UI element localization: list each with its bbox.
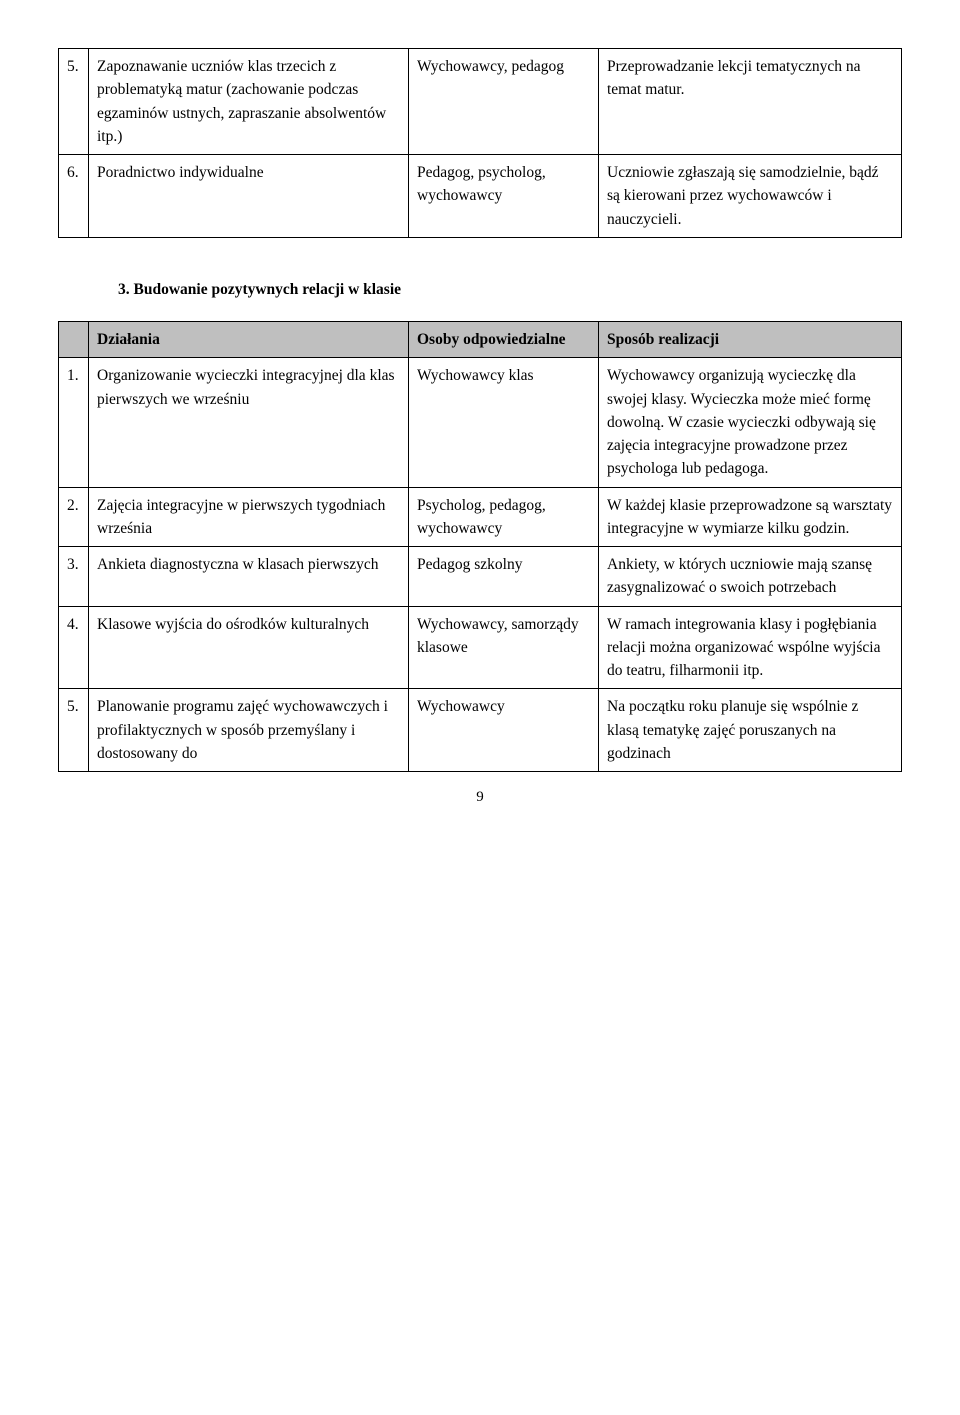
table-row: 5. Planowanie programu zajęć wychowawczy… bbox=[59, 689, 902, 772]
row-action: Ankieta diagnostyczna w klasach pierwszy… bbox=[89, 547, 409, 607]
row-responsible: Wychowawcy klas bbox=[409, 358, 599, 487]
row-responsible: Wychowawcy, pedagog bbox=[409, 49, 599, 155]
row-action: Zajęcia integracyjne w pierwszych tygodn… bbox=[89, 487, 409, 547]
row-realization: Przeprowadzanie lekcji tematycznych na t… bbox=[599, 49, 902, 155]
table1-body: 5. Zapoznawanie uczniów klas trzecich z … bbox=[59, 49, 902, 238]
table-row: 1. Organizowanie wycieczki integracyjnej… bbox=[59, 358, 902, 487]
row-number: 4. bbox=[59, 606, 89, 689]
row-action: Klasowe wyjścia do ośrodków kulturalnych bbox=[89, 606, 409, 689]
table-header-row: Działania Osoby odpowiedzialne Sposób re… bbox=[59, 322, 902, 358]
table-row: 2. Zajęcia integracyjne w pierwszych tyg… bbox=[59, 487, 902, 547]
table-continuation: 5. Zapoznawanie uczniów klas trzecich z … bbox=[58, 48, 902, 238]
row-number: 3. bbox=[59, 547, 89, 607]
row-number: 5. bbox=[59, 689, 89, 772]
row-realization: Wychowawcy organizują wycieczkę dla swoj… bbox=[599, 358, 902, 487]
row-responsible: Pedagog szkolny bbox=[409, 547, 599, 607]
row-responsible: Wychowawcy bbox=[409, 689, 599, 772]
header-action: Działania bbox=[89, 322, 409, 358]
row-number: 5. bbox=[59, 49, 89, 155]
row-realization: W każdej klasie przeprowadzone są warszt… bbox=[599, 487, 902, 547]
table-row: 3. Ankieta diagnostyczna w klasach pierw… bbox=[59, 547, 902, 607]
row-action: Organizowanie wycieczki integracyjnej dl… bbox=[89, 358, 409, 487]
row-action: Zapoznawanie uczniów klas trzecich z pro… bbox=[89, 49, 409, 155]
row-number: 1. bbox=[59, 358, 89, 487]
table-row: 6. Poradnictwo indywidualne Pedagog, psy… bbox=[59, 155, 902, 238]
row-realization: Ankiety, w których uczniowie mają szansę… bbox=[599, 547, 902, 607]
row-action: Planowanie programu zajęć wychowawczych … bbox=[89, 689, 409, 772]
table-section3: Działania Osoby odpowiedzialne Sposób re… bbox=[58, 321, 902, 772]
header-responsible: Osoby odpowiedzialne bbox=[409, 322, 599, 358]
row-number: 2. bbox=[59, 487, 89, 547]
row-realization: Uczniowie zgłaszają się samodzielnie, bą… bbox=[599, 155, 902, 238]
header-realization: Sposób realizacji bbox=[599, 322, 902, 358]
row-responsible: Wychowawcy, samorządy klasowe bbox=[409, 606, 599, 689]
row-realization: W ramach integrowania klasy i pogłębiani… bbox=[599, 606, 902, 689]
row-responsible: Pedagog, psycholog, wychowawcy bbox=[409, 155, 599, 238]
row-responsible: Psycholog, pedagog, wychowawcy bbox=[409, 487, 599, 547]
row-realization: Na początku roku planuje się wspólnie z … bbox=[599, 689, 902, 772]
page-number: 9 bbox=[58, 786, 902, 809]
section-heading: 3. Budowanie pozytywnych relacji w klasi… bbox=[58, 278, 902, 301]
table-row: 4. Klasowe wyjścia do ośrodków kulturaln… bbox=[59, 606, 902, 689]
table-row: 5. Zapoznawanie uczniów klas trzecich z … bbox=[59, 49, 902, 155]
row-number: 6. bbox=[59, 155, 89, 238]
row-action: Poradnictwo indywidualne bbox=[89, 155, 409, 238]
header-blank bbox=[59, 322, 89, 358]
